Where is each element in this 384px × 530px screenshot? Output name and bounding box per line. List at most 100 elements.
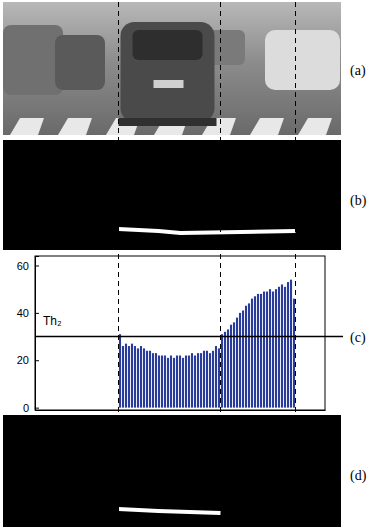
- y-tick: 20: [17, 354, 39, 366]
- bar: [119, 334, 121, 407]
- bar: [179, 356, 181, 408]
- binary-edge: [119, 229, 296, 233]
- bar: [272, 292, 274, 408]
- bar: [131, 344, 133, 408]
- bar: [254, 296, 256, 407]
- panel-label: (a): [350, 63, 366, 79]
- bar: [134, 346, 136, 408]
- plot-background: [35, 256, 325, 410]
- car: [3, 25, 63, 95]
- y-tick-label: 20: [17, 354, 29, 366]
- bar: [212, 351, 214, 408]
- bar: [239, 313, 241, 408]
- car-shadow: [119, 118, 217, 126]
- bar: [224, 332, 226, 408]
- y-tick-label: 40: [17, 307, 29, 319]
- crosswalk-stripe: [298, 118, 332, 135]
- bar: [221, 334, 223, 407]
- guide-line: [118, 2, 119, 527]
- bar: [260, 294, 262, 408]
- y-tick: 0: [23, 402, 39, 414]
- bar: [236, 318, 238, 408]
- bar: [182, 358, 184, 408]
- binary-panel: [3, 415, 341, 527]
- bar: [170, 356, 172, 408]
- bar: [227, 329, 229, 407]
- guide-line: [220, 2, 221, 527]
- bar: [245, 306, 247, 408]
- bar: [257, 294, 259, 408]
- y-tick-mark: [35, 408, 39, 409]
- bar: [167, 358, 169, 408]
- panel-label: (b): [350, 193, 367, 209]
- y-tick-label: 60: [17, 259, 29, 271]
- bar: [161, 356, 163, 408]
- crosswalk-stripe: [58, 118, 92, 135]
- panel-label: (c): [350, 330, 366, 346]
- photo-panel: [3, 2, 341, 135]
- y-tick: 40: [17, 307, 39, 319]
- bar: [200, 353, 202, 407]
- bar: [149, 351, 151, 408]
- bar: [164, 356, 166, 408]
- figure: 0 20 40 60 Th₂ (a) (b) (c) (d): [0, 0, 384, 530]
- binary-panel: [3, 140, 341, 250]
- plot-frame: [35, 256, 325, 410]
- x-axis-line: [36, 410, 326, 411]
- bar: [194, 356, 196, 408]
- bar: [197, 353, 199, 407]
- bar: [206, 351, 208, 408]
- car: [265, 30, 340, 90]
- guide-line: [295, 2, 296, 527]
- threshold-line: [35, 336, 343, 338]
- y-tick: 60: [17, 259, 39, 271]
- bar: [143, 348, 145, 407]
- bar: [125, 344, 127, 408]
- bar: [158, 356, 160, 408]
- x-axis: [36, 410, 326, 411]
- panel-label: (d): [350, 468, 367, 484]
- bar: [248, 303, 250, 407]
- bar: [218, 348, 220, 407]
- bar: [209, 353, 211, 407]
- bar: [242, 310, 244, 407]
- bar: [185, 356, 187, 408]
- y-tick-mark: [35, 265, 39, 266]
- bar: [266, 292, 268, 408]
- bar: [263, 292, 265, 408]
- bar: [191, 353, 193, 407]
- bar: [233, 322, 235, 407]
- bar: [215, 346, 217, 408]
- car-window: [133, 30, 203, 60]
- bar: [275, 289, 277, 407]
- bar: [278, 287, 280, 408]
- bar: [284, 287, 286, 408]
- bar: [122, 346, 124, 408]
- y-axis-line: [36, 257, 40, 411]
- binary-edge: [119, 509, 221, 513]
- bar: [293, 299, 295, 408]
- bar: [128, 346, 130, 408]
- bars: [119, 280, 295, 408]
- threshold-label: Th₂: [43, 314, 62, 328]
- y-tick-label: 0: [23, 402, 29, 414]
- car: [121, 22, 215, 122]
- bar: [188, 356, 190, 408]
- photo-background: [3, 2, 341, 135]
- y-tick-mark: [35, 313, 39, 314]
- bar: [152, 353, 154, 407]
- bar: [176, 356, 178, 408]
- bar: [290, 280, 292, 408]
- car-plate: [154, 80, 184, 88]
- y-axis: 0 20 40 60: [17, 257, 39, 414]
- crosswalk-stripe: [10, 118, 44, 135]
- car: [55, 35, 105, 90]
- y-tick-mark: [35, 360, 39, 361]
- bar: [287, 282, 289, 408]
- crosswalk-stripe: [250, 118, 284, 135]
- bar: [146, 351, 148, 408]
- bar: [203, 351, 205, 408]
- bar: [155, 353, 157, 407]
- bar: [251, 299, 253, 408]
- bar: [269, 289, 271, 407]
